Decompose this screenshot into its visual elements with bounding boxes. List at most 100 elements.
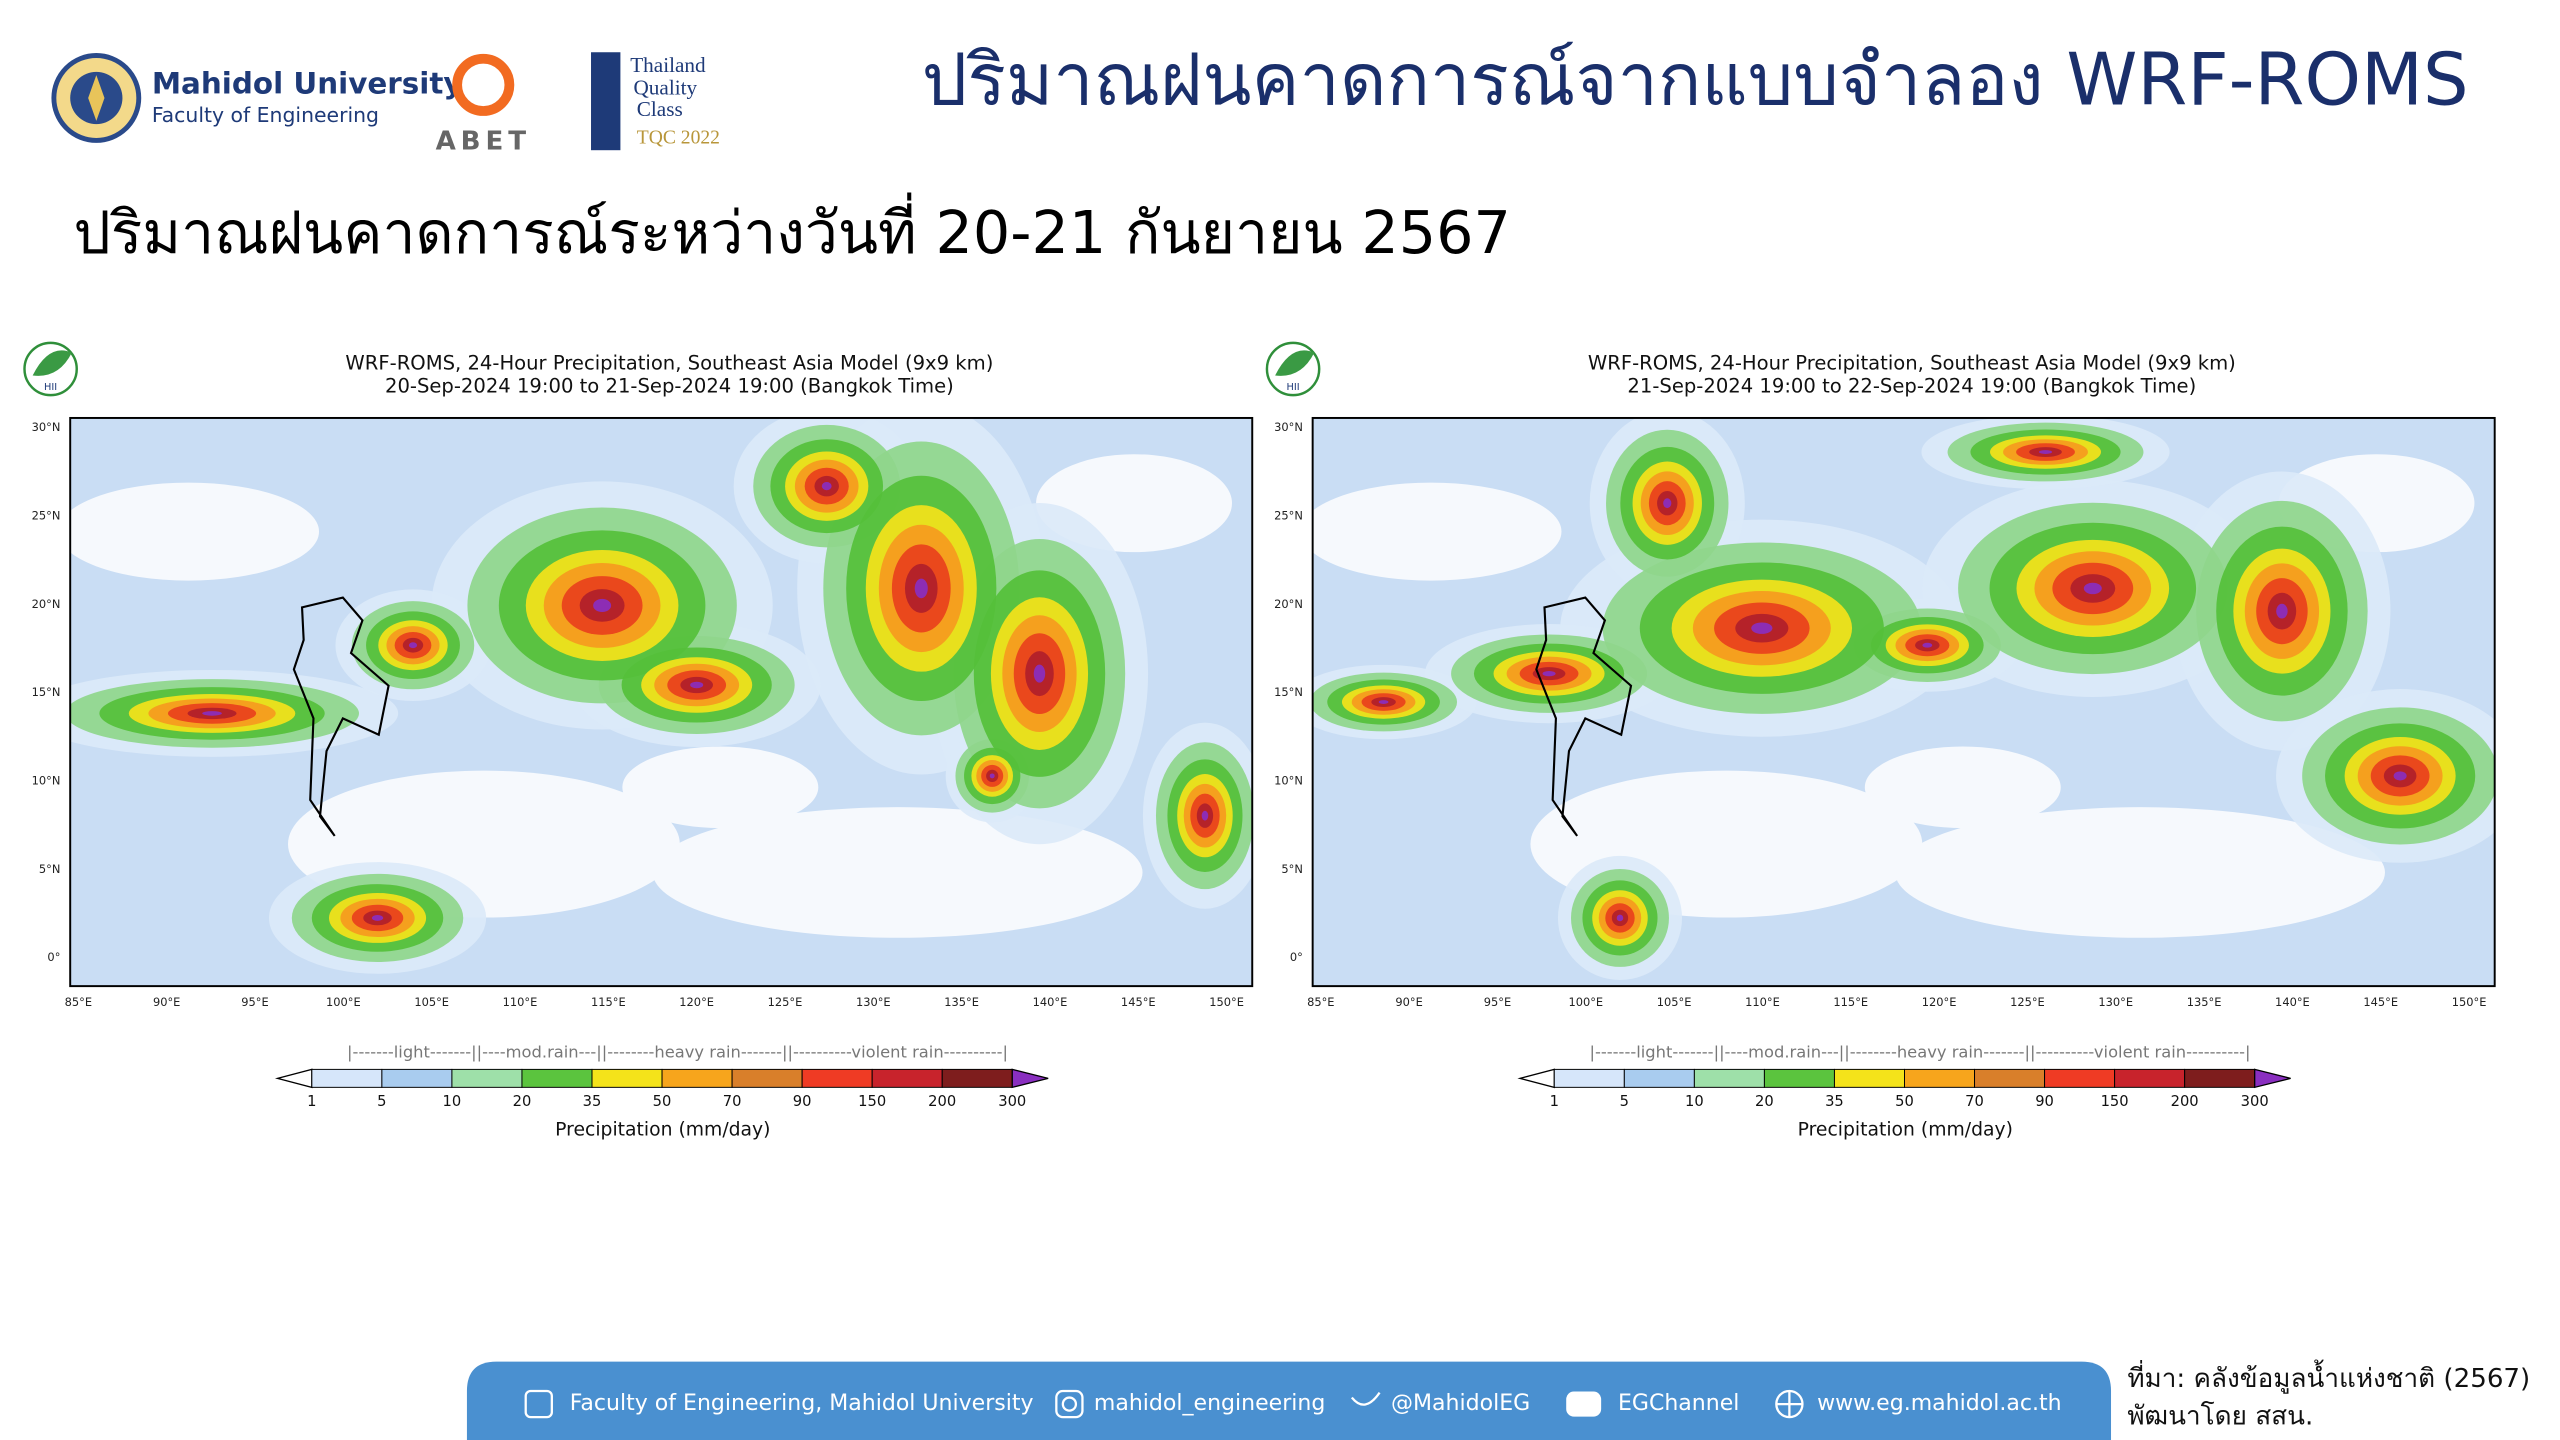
rain-area bbox=[593, 598, 612, 612]
colorbar-tick: 10 bbox=[1685, 1093, 1704, 1110]
university-name: Mahidol University bbox=[152, 66, 463, 100]
colorbar-segment bbox=[1904, 1068, 1976, 1088]
rain-area bbox=[1542, 671, 1556, 677]
lon-label: 125°E bbox=[2010, 995, 2045, 1009]
colorbar-segment bbox=[1693, 1068, 1765, 1088]
lat-label: 0° bbox=[1290, 950, 1303, 964]
slide-subtitle: ปริมาณฝนคาดการณ์ระหว่างวันที่ 20-21 กันย… bbox=[73, 192, 1510, 267]
lon-label: 130°E bbox=[856, 995, 891, 1009]
lat-label: 20°N bbox=[32, 597, 61, 611]
rain-area bbox=[408, 642, 418, 649]
rain-area bbox=[1663, 498, 1672, 509]
map-title: WRF-ROMS, 24-Hour Precipitation, Southea… bbox=[1588, 352, 2236, 375]
colorbar-extend-high bbox=[2254, 1068, 2291, 1089]
colorbar-tick: 5 bbox=[1620, 1093, 1629, 1110]
footer-item: mahidol_engineering bbox=[1094, 1391, 1325, 1416]
colorbar-tick: 1 bbox=[1550, 1093, 1559, 1110]
lon-label: 150°E bbox=[2452, 995, 2487, 1009]
lat-label: 5°N bbox=[39, 862, 61, 876]
lon-label: 115°E bbox=[591, 995, 626, 1009]
colorbar-tick: 1 bbox=[307, 1093, 316, 1110]
source-line: ที่มา: คลังข้อมูลน้ำแห่งชาติ (2567) bbox=[2127, 1359, 2530, 1394]
legend-ranges: |-------light-------||----mod.rain---||-… bbox=[1590, 1043, 2251, 1062]
colorbar-segment bbox=[2044, 1068, 2116, 1088]
rain-area bbox=[1922, 642, 1933, 648]
dry-area bbox=[1864, 746, 2061, 829]
colorbar-tick: 70 bbox=[1965, 1093, 1984, 1110]
tqc-year: TQC 2022 bbox=[637, 127, 720, 148]
map-image bbox=[70, 417, 1253, 987]
lon-label: 150°E bbox=[1209, 995, 1244, 1009]
hii-leaf bbox=[32, 350, 72, 376]
rain-area bbox=[1033, 664, 1046, 683]
lat-label: 0° bbox=[47, 950, 60, 964]
colorbar-extend-high bbox=[1011, 1068, 1049, 1089]
hii-leaf bbox=[1275, 350, 1315, 376]
colorbar-tick: 90 bbox=[793, 1093, 812, 1110]
map-panel: HII WRF-ROMS, 24-Hour Precipitation, Sout… bbox=[1265, 341, 2496, 1140]
colorbar-tick: 150 bbox=[858, 1093, 886, 1110]
lat-label: 15°N bbox=[1274, 685, 1303, 699]
rain-area bbox=[914, 578, 928, 599]
colorbar-segment bbox=[1623, 1068, 1695, 1088]
colorbar-tick: 10 bbox=[443, 1093, 462, 1110]
rain-area bbox=[371, 915, 384, 921]
map-frame bbox=[1311, 416, 2496, 988]
hii-text: HII bbox=[1286, 382, 1299, 393]
lon-label: 120°E bbox=[1922, 995, 1957, 1009]
colorbar-segment bbox=[1553, 1068, 1625, 1088]
lat-label: 15°N bbox=[32, 685, 61, 699]
colorbar-tick: 70 bbox=[723, 1093, 742, 1110]
lat-label: 30°N bbox=[32, 420, 61, 434]
lat-label: 5°N bbox=[1281, 862, 1303, 876]
faculty-name: Faculty of Engineering bbox=[152, 103, 379, 127]
abet-logo bbox=[452, 53, 515, 116]
maps: HII WRF-ROMS, 24-Hour Precipitation, Sout… bbox=[23, 341, 2496, 1140]
colorbar-segment bbox=[1833, 1068, 1905, 1088]
footer-item: Faculty of Engineering, Mahidol Universi… bbox=[570, 1391, 1034, 1416]
lon-label: 140°E bbox=[2275, 995, 2310, 1009]
colorbar-segment bbox=[661, 1068, 733, 1088]
colorbar-segment bbox=[451, 1068, 523, 1088]
colorbar-tick: 300 bbox=[998, 1093, 1026, 1110]
colorbar-extend-low bbox=[274, 1068, 313, 1089]
lon-label: 145°E bbox=[1121, 995, 1156, 1009]
rain-area bbox=[989, 773, 995, 779]
lon-label: 135°E bbox=[2187, 995, 2222, 1009]
map-subtitle: 20-Sep-2024 19:00 to 21-Sep-2024 19:00 (… bbox=[385, 374, 954, 397]
colorbar-tick: 150 bbox=[2101, 1093, 2129, 1110]
colorbar-segment bbox=[591, 1068, 663, 1088]
lon-label: 145°E bbox=[2363, 995, 2398, 1009]
colorbar-tick: 90 bbox=[2035, 1093, 2054, 1110]
lon-label: 85°E bbox=[1307, 995, 1334, 1009]
rain-area bbox=[690, 681, 704, 689]
colorbar-segment bbox=[871, 1068, 943, 1088]
footer-item: @MahidolEG bbox=[1391, 1391, 1530, 1416]
footer-item: EGChannel bbox=[1618, 1391, 1739, 1416]
lon-label: 100°E bbox=[1568, 995, 1603, 1009]
colorbar-segment bbox=[521, 1068, 593, 1088]
dry-area bbox=[622, 746, 819, 829]
rain-area bbox=[1378, 700, 1389, 704]
lat-label: 20°N bbox=[1274, 597, 1303, 611]
lon-label: 90°E bbox=[153, 995, 180, 1009]
colorbar-segment bbox=[2114, 1068, 2186, 1088]
lon-label: 140°E bbox=[1033, 995, 1068, 1009]
lon-label: 85°E bbox=[65, 995, 92, 1009]
lon-label: 105°E bbox=[414, 995, 449, 1009]
rain-area bbox=[1201, 810, 1209, 821]
colorbar-tick: 50 bbox=[1895, 1093, 1914, 1110]
source-line: พัฒนาโดย สสน. bbox=[2127, 1401, 2313, 1432]
lon-label: 90°E bbox=[1395, 995, 1422, 1009]
country-border bbox=[1535, 596, 1633, 837]
map-frame bbox=[69, 416, 1254, 988]
lon-label: 135°E bbox=[944, 995, 979, 1009]
colorbar-tick: 35 bbox=[583, 1093, 602, 1110]
footer-item: www.eg.mahidol.ac.th bbox=[1817, 1391, 2061, 1416]
rain-area bbox=[202, 711, 222, 716]
colorbar-segment bbox=[1763, 1068, 1835, 1088]
lon-label: 95°E bbox=[241, 995, 268, 1009]
colorbar-segment bbox=[941, 1068, 1013, 1088]
